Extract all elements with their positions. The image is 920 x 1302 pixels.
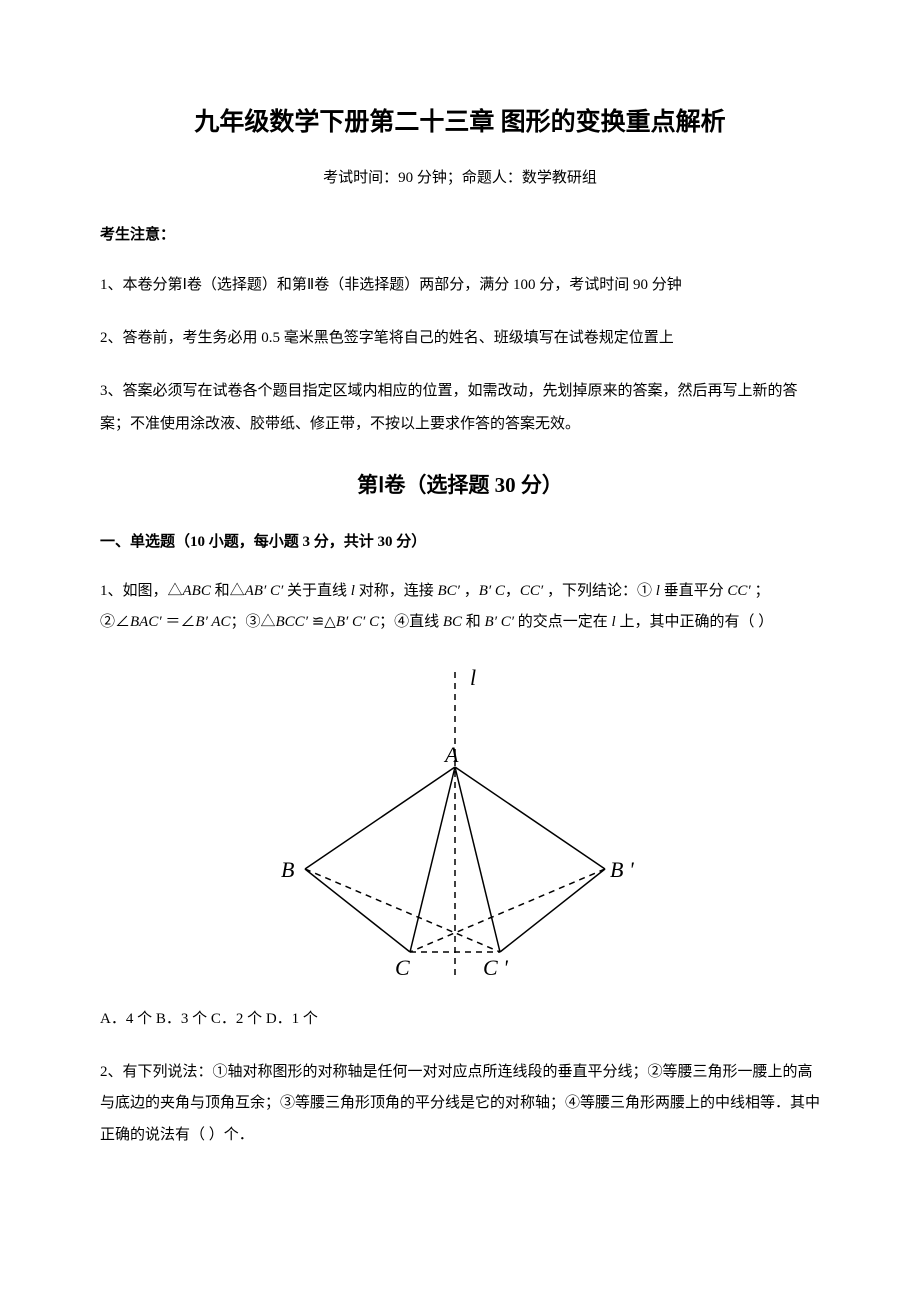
q1-text: ≌△ bbox=[308, 614, 336, 630]
q1-text: ；③△ bbox=[231, 614, 276, 630]
geometry-diagram: l A B B ' C C ' bbox=[275, 657, 645, 987]
q1-var: BAC′ bbox=[130, 614, 162, 630]
part-1-heading: 一、单选题（10 小题，每小题 3 分，共计 30 分） bbox=[100, 529, 820, 556]
q1-var: l bbox=[656, 583, 664, 599]
notice-item: 1、本卷分第Ⅰ卷（选择题）和第Ⅱ卷（非选择题）两部分，满分 100 分，考试时间… bbox=[100, 269, 820, 302]
q1-var: l bbox=[351, 583, 359, 599]
q1-var: BC′ bbox=[437, 583, 459, 599]
svg-text:l: l bbox=[470, 665, 476, 690]
q1-var: B′ C′ bbox=[485, 614, 514, 630]
svg-text:B: B bbox=[281, 857, 294, 882]
q1-var: BCC′ bbox=[276, 614, 308, 630]
q1-var: CC′ bbox=[727, 583, 750, 599]
q1-var: AB′ C′ bbox=[245, 583, 284, 599]
section-1-title: 第Ⅰ卷（选择题 30 分） bbox=[100, 467, 820, 505]
q1-text: 关于直线 bbox=[283, 583, 351, 599]
notice-item: 2、答卷前，考生务必用 0.5 毫米黑色签字笔将自己的姓名、班级填写在试卷规定位… bbox=[100, 322, 820, 355]
q1-text: 的交点一定在 bbox=[514, 614, 612, 630]
svg-text:C: C bbox=[395, 955, 410, 980]
svg-text:C ': C ' bbox=[483, 955, 508, 980]
q1-text: ， bbox=[505, 583, 520, 599]
notice-item: 3、答案必须写在试卷各个题目指定区域内相应的位置，如需改动，先划掉原来的答案，然… bbox=[100, 375, 820, 441]
q1-text: 和△ bbox=[215, 583, 245, 599]
q1-text: 和 bbox=[466, 614, 485, 630]
question-2: 2、有下列说法：①轴对称图形的对称轴是任何一对对应点所连线段的垂直平分线；②等腰… bbox=[100, 1057, 820, 1152]
question-1: 1、如图，△ABC 和△AB′ C′ 关于直线 l 对称，连接 BC′ ，B′ … bbox=[100, 576, 820, 639]
q1-diagram: l A B B ' C C ' bbox=[100, 657, 820, 998]
q1-var: B′ AC bbox=[195, 614, 230, 630]
page-subtitle: 考试时间：90 分钟；命题人：数学教研组 bbox=[100, 165, 820, 192]
q1-text: 上，其中正确的有（ ） bbox=[619, 614, 773, 630]
q1-options: A．4 个 B．3 个 C．2 个 D．1 个 bbox=[100, 1006, 820, 1033]
q1-var: B′ C bbox=[479, 583, 505, 599]
svg-text:A: A bbox=[443, 742, 459, 767]
q1-text: ＝∠ bbox=[162, 614, 196, 630]
q1-text: 1、如图，△ bbox=[100, 583, 183, 599]
q1-var: B′ C′ C bbox=[336, 614, 379, 630]
q1-text: ；④直线 bbox=[379, 614, 443, 630]
q1-var: BC bbox=[443, 614, 466, 630]
q1-text: 垂直平分 bbox=[664, 583, 728, 599]
q1-text: ，下列结论：① bbox=[543, 583, 656, 599]
page-title: 九年级数学下册第二十三章 图形的变换重点解析 bbox=[100, 100, 820, 145]
q1-text: 对称，连接 bbox=[359, 583, 438, 599]
q1-text: ， bbox=[460, 583, 479, 599]
notice-heading: 考生注意： bbox=[100, 222, 820, 249]
svg-text:B ': B ' bbox=[610, 857, 634, 882]
q1-var: ABC bbox=[183, 583, 215, 599]
q1-var: CC′ bbox=[520, 583, 543, 599]
